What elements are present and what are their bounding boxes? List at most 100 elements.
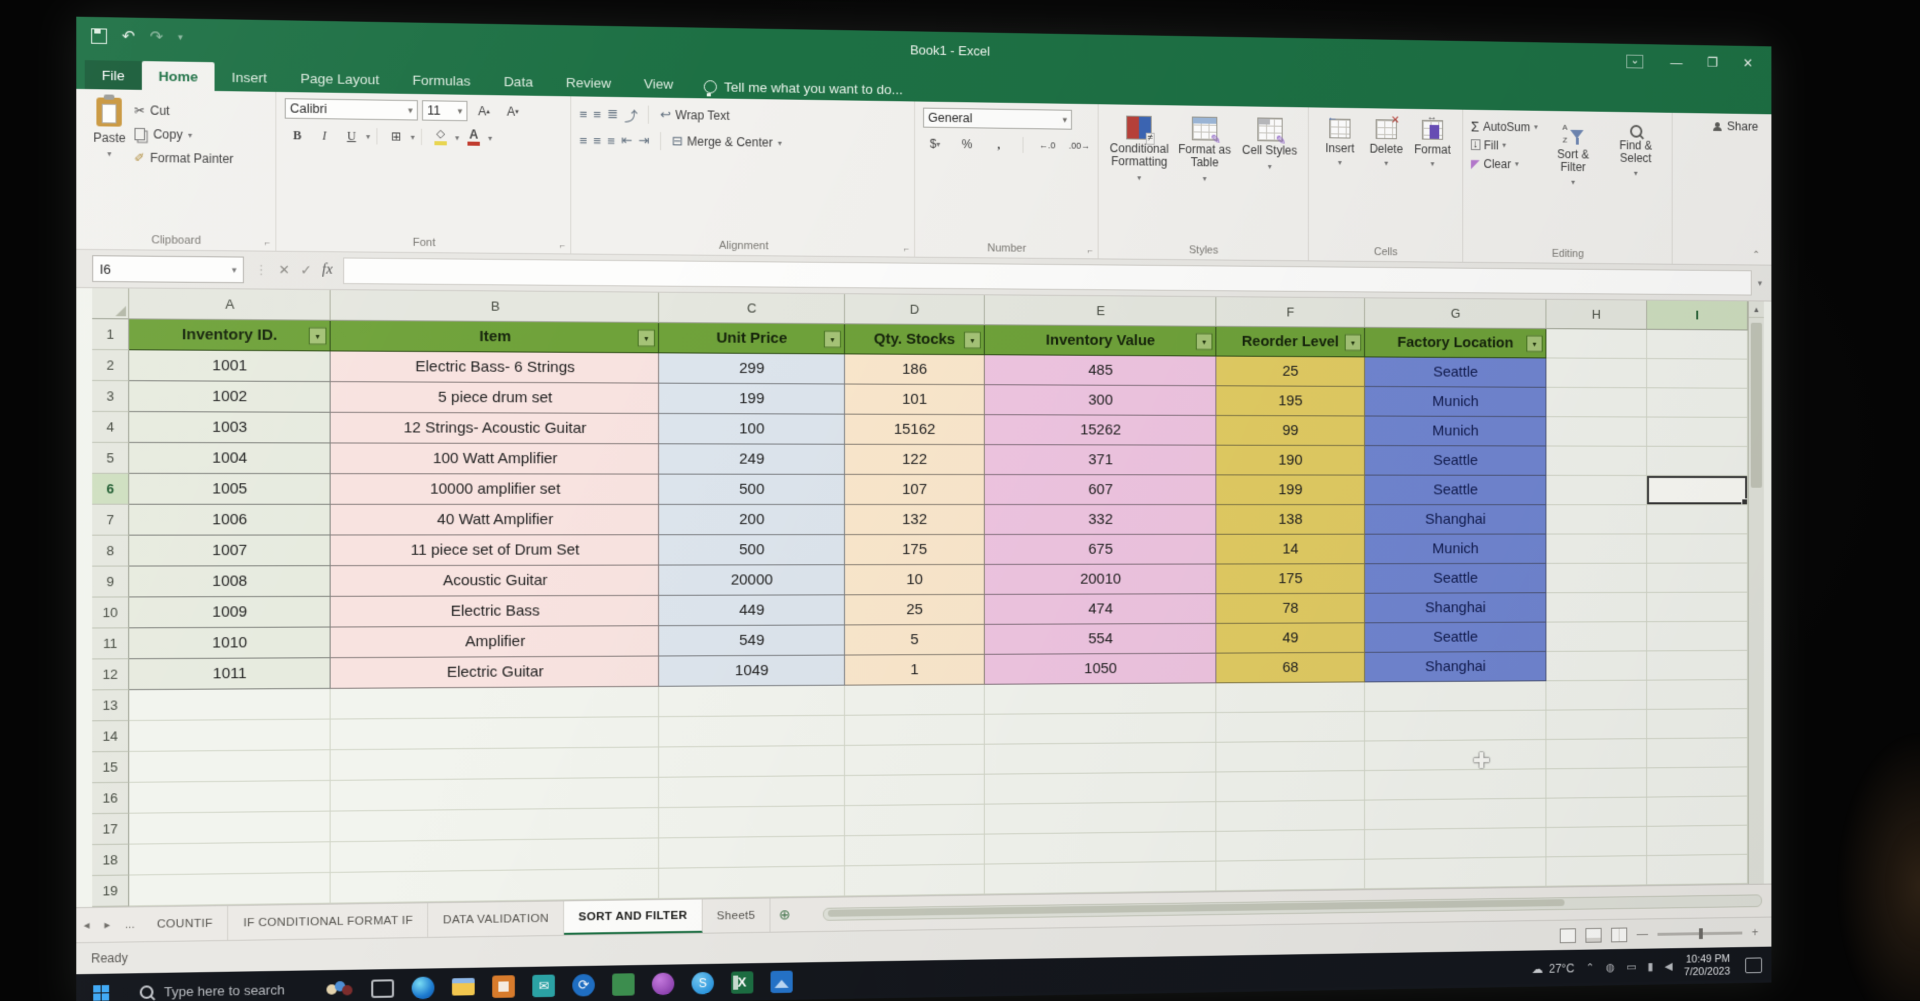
cell-C13[interactable] [659,685,845,718]
cell-B12[interactable]: Electric Guitar [330,656,660,689]
horizontal-scrollbar[interactable] [822,894,1763,921]
start-button[interactable] [76,973,125,1001]
taskbar-icon-folder[interactable] [612,972,635,996]
cell-E4[interactable]: 15262 [984,415,1217,446]
cell-H13[interactable] [1546,680,1648,711]
cell-B9[interactable]: Acoustic Guitar [330,565,660,597]
zoom-slider[interactable] [1657,927,1743,939]
cell-I14[interactable] [1647,709,1748,740]
column-header-H[interactable]: H [1546,299,1648,330]
italic-button[interactable]: I [322,127,327,143]
horizontal-scroll-thumb[interactable] [827,899,1565,917]
alignment-dialog-launcher-icon[interactable]: ⌐ [903,243,910,254]
cell-B8[interactable]: 11 piece set of Drum Set [330,535,660,567]
cell-C12[interactable]: 1049 [659,655,845,687]
row-header-13[interactable]: 13 [92,690,130,722]
cell-C8[interactable]: 500 [659,535,845,566]
row-header-11[interactable]: 11 [92,628,130,660]
cell-D7[interactable]: 132 [844,504,985,536]
cell-A17[interactable] [129,811,331,845]
taskbar-search[interactable]: Type here to search [125,971,299,1001]
taskbar-icon-edge[interactable] [411,976,435,999]
cell-A11[interactable]: 1010 [129,627,331,660]
cell-I7[interactable] [1647,505,1748,535]
cell-I8[interactable] [1647,534,1748,564]
cell-C3[interactable]: 199 [659,383,845,415]
hidden-icons-chevron[interactable]: ⌃ [1585,962,1595,975]
increase-font-icon[interactable]: A ▴ [478,104,490,119]
cell-F13[interactable] [1216,682,1366,714]
insert-function-icon[interactable]: fx [322,262,333,278]
fill-color-icon[interactable]: ◇ [428,127,453,148]
cell-A6[interactable]: 1005 [129,473,331,505]
cell-F5[interactable]: 190 [1216,445,1366,476]
cell-G15[interactable] [1365,739,1547,772]
cell-H4[interactable] [1546,417,1648,447]
cell-I9[interactable] [1647,563,1748,593]
ribbon-tab-file[interactable]: File [84,60,142,90]
vertical-scrollbar[interactable]: ▲ [1747,301,1764,884]
cell-F10[interactable]: 78 [1216,593,1366,624]
increase-indent-icon[interactable]: ⇥ [638,132,649,149]
cell-G18[interactable] [1365,827,1547,860]
table-header-qty-stocks[interactable]: Qty. Stocks ▾ [844,324,985,356]
cell-H14[interactable] [1546,709,1648,740]
sheet-tab-countif[interactable]: COUNTIF [142,906,229,942]
cell-A8[interactable]: 1007 [129,535,331,567]
cell-B19[interactable] [330,868,660,904]
cell-I18[interactable] [1647,825,1748,857]
cell-D10[interactable]: 25 [844,594,985,626]
cell-D13[interactable] [844,684,985,716]
expand-formula-bar-icon[interactable]: ▾ [1757,277,1763,288]
filter-dropdown-C[interactable]: ▾ [823,330,841,348]
sheet-nav-right-icon[interactable]: ▸ [104,919,111,932]
cell-B4[interactable]: 12 Strings- Acoustic Guitar [330,412,660,445]
clipboard-dialog-launcher-icon[interactable]: ⌐ [264,237,271,248]
cell-C18[interactable] [659,836,845,869]
cell-A13[interactable] [129,688,331,722]
cell-C19[interactable] [659,866,845,900]
insert-cells-button[interactable]: Insert ▾ [1317,115,1363,239]
cell-C4[interactable]: 100 [659,413,845,445]
cell-E14[interactable] [984,713,1217,745]
name-box[interactable]: I6 ▾ [92,255,244,284]
table-header-reorder-level[interactable]: Reorder Level ▾ [1216,326,1366,358]
new-sheet-button[interactable]: ⊕ [778,906,791,923]
cell-G14[interactable] [1365,710,1547,742]
row-header-4[interactable]: 4 [92,411,130,443]
borders-icon[interactable]: ⊞ [390,129,402,144]
cell-F18[interactable] [1216,830,1366,862]
ribbon-display-options-icon[interactable]: ⌄ [1626,54,1644,69]
comma-style-icon[interactable]: , [997,137,1001,152]
row-header-7[interactable]: 7 [92,504,130,536]
cell-F9[interactable]: 175 [1216,564,1366,595]
cell-A4[interactable]: 1003 [129,412,331,444]
share-button[interactable]: Share [1713,119,1758,133]
cell-B10[interactable]: Electric Bass [330,595,660,628]
cell-A14[interactable] [129,719,331,752]
cell-F4[interactable]: 99 [1216,415,1366,447]
conditional-formatting-button[interactable]: Conditional Formatting ▾ [1107,112,1173,237]
cell-F19[interactable] [1216,859,1366,892]
cell-I5[interactable] [1647,446,1748,477]
row-header-14[interactable]: 14 [92,721,130,753]
cell-C17[interactable] [659,806,845,839]
cell-E3[interactable]: 300 [984,385,1217,416]
cell-E19[interactable] [984,861,1217,895]
taskbar-icon-people[interactable] [326,977,353,1000]
cell-A10[interactable]: 1009 [129,596,331,629]
cell-D12[interactable]: 1 [844,654,985,686]
cell-I12[interactable] [1647,650,1748,681]
cell-D3[interactable]: 101 [844,384,985,416]
ribbon-tab-insert[interactable]: Insert [231,69,268,86]
column-header-E[interactable]: E [984,295,1217,327]
ribbon-tab-data[interactable]: Data [503,73,533,90]
cell-A7[interactable]: 1006 [129,504,331,536]
row-header-16[interactable]: 16 [92,782,130,815]
taskbar-clock[interactable]: 10:49 PM 7/20/2023 [1684,953,1730,979]
cell-H16[interactable] [1546,768,1648,799]
zoom-slider-thumb[interactable] [1699,927,1703,939]
format-painter-button[interactable]: ✐ Format Painter [134,147,233,169]
collapse-ribbon-icon[interactable]: ⌃ [1752,249,1761,261]
scroll-up-icon[interactable]: ▲ [1748,301,1764,318]
